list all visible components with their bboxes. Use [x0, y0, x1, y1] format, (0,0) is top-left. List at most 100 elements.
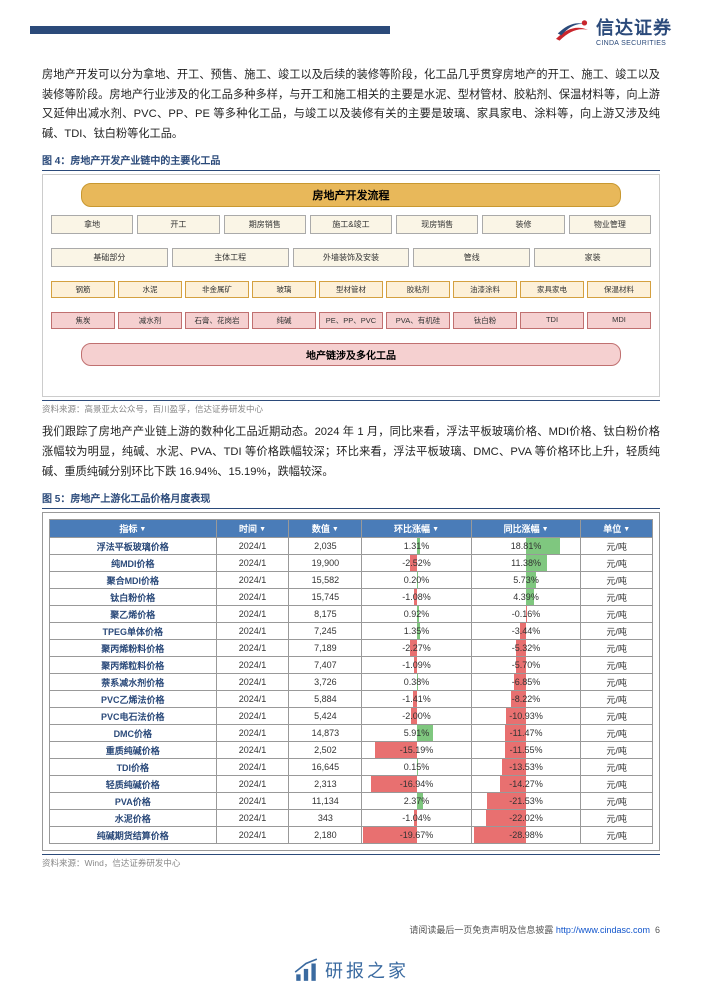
- table-cell: -5.70%: [471, 657, 581, 674]
- table-cell: -1.09%: [362, 657, 472, 674]
- footer-link[interactable]: http://www.cindasc.com: [556, 925, 650, 935]
- table-cell: DMC价格: [50, 725, 217, 742]
- flow-footer: 地产链涉及多化工品: [81, 343, 621, 366]
- table-cell: 5.91%: [362, 725, 472, 742]
- table-cell: 7,189: [289, 640, 362, 657]
- table-cell: -1.04%: [362, 810, 472, 827]
- flow-node: 非金属矿: [185, 281, 249, 298]
- table-cell: -8.22%: [471, 691, 581, 708]
- flow-row-1: 拿地开工期房销售施工&竣工现房销售装修物业管理: [51, 215, 651, 234]
- table-cell: 11,134: [289, 793, 362, 810]
- table-cell: 2024/1: [216, 606, 289, 623]
- table-cell: 15,582: [289, 572, 362, 589]
- table-cell: 2024/1: [216, 827, 289, 844]
- dropdown-icon[interactable]: ▼: [542, 526, 549, 533]
- table-cell: 元/吨: [581, 589, 653, 606]
- dropdown-icon[interactable]: ▼: [332, 526, 339, 533]
- table-row: 纯MDI价格2024/119,900-2.52%11.38%元/吨: [50, 555, 653, 572]
- dropdown-icon[interactable]: ▼: [623, 526, 630, 533]
- table-cell: -3.44%: [471, 623, 581, 640]
- table-cell: 元/吨: [581, 776, 653, 793]
- table-header[interactable]: 环比涨幅▼: [362, 520, 472, 538]
- table-cell: 元/吨: [581, 623, 653, 640]
- footer-text: 请阅读最后一页免责声明及信息披露: [409, 925, 556, 935]
- table-row: 纯碱期货结算价格2024/12,180-19.67%-28.98%元/吨: [50, 827, 653, 844]
- table-cell: 0.38%: [362, 674, 472, 691]
- flow-node: 钢筋: [51, 281, 115, 298]
- table-row: 水泥价格2024/1343-1.04%-22.02%元/吨: [50, 810, 653, 827]
- table-header[interactable]: 数值▼: [289, 520, 362, 538]
- table-cell: 2024/1: [216, 555, 289, 572]
- table-cell: 2024/1: [216, 776, 289, 793]
- table-cell: 元/吨: [581, 708, 653, 725]
- table-cell: -10.93%: [471, 708, 581, 725]
- table-cell: -15.19%: [362, 742, 472, 759]
- table-cell: 11.38%: [471, 555, 581, 572]
- table-cell: 15,745: [289, 589, 362, 606]
- dropdown-icon[interactable]: ▼: [259, 526, 266, 533]
- flow-node: 型材管材: [319, 281, 383, 298]
- cinda-swoosh-icon: [554, 14, 590, 46]
- table-cell: 5,884: [289, 691, 362, 708]
- table-cell: 聚合MDI价格: [50, 572, 217, 589]
- flow-node: 物业管理: [569, 215, 651, 234]
- table-cell: 2024/1: [216, 708, 289, 725]
- flow-node: 开工: [137, 215, 219, 234]
- brand-logo: 信达证券 CINDA SECURITIES: [554, 14, 672, 47]
- table-cell: 2,180: [289, 827, 362, 844]
- table-cell: 元/吨: [581, 538, 653, 555]
- table-cell: -1.41%: [362, 691, 472, 708]
- table-cell: 2024/1: [216, 538, 289, 555]
- flow-node: 管线: [413, 248, 530, 267]
- flow-header: 房地产开发流程: [81, 183, 621, 207]
- flow-node: 胶粘剂: [386, 281, 450, 298]
- table-cell: 元/吨: [581, 640, 653, 657]
- table-cell: 0.20%: [362, 572, 472, 589]
- table-cell: 7,407: [289, 657, 362, 674]
- table-cell: 2024/1: [216, 725, 289, 742]
- table-cell: 16,645: [289, 759, 362, 776]
- flow-node: 家具家电: [520, 281, 584, 298]
- flow-node: 基础部分: [51, 248, 168, 267]
- watermark: 研报之家: [0, 957, 702, 983]
- table-cell: 1.35%: [362, 623, 472, 640]
- table-cell: 元/吨: [581, 759, 653, 776]
- table-cell: 轻质纯碱价格: [50, 776, 217, 793]
- table-cell: -11.47%: [471, 725, 581, 742]
- table-cell: -2.52%: [362, 555, 472, 572]
- price-table: 指标▼时间▼数值▼环比涨幅▼同比涨幅▼单位▼ 浮法平板玻璃价格2024/12,0…: [49, 519, 653, 844]
- table-cell: 纯MDI价格: [50, 555, 217, 572]
- table-cell: -0.16%: [471, 606, 581, 623]
- flow-node: 施工&竣工: [310, 215, 392, 234]
- page-header: 信达证券 CINDA SECURITIES: [0, 0, 702, 60]
- table-cell: -21.53%: [471, 793, 581, 810]
- table-cell: 19,900: [289, 555, 362, 572]
- table-header[interactable]: 指标▼: [50, 520, 217, 538]
- dropdown-icon[interactable]: ▼: [139, 526, 146, 533]
- header-bar: [30, 26, 390, 34]
- table-cell: 7,245: [289, 623, 362, 640]
- table-header[interactable]: 同比涨幅▼: [471, 520, 581, 538]
- flow-node: 减水剂: [118, 312, 182, 329]
- page-footer: 请阅读最后一页免责声明及信息披露 http://www.cindasc.com …: [409, 923, 660, 936]
- flow-node: 焦炭: [51, 312, 115, 329]
- flow-node: 水泥: [118, 281, 182, 298]
- table-cell: 2,313: [289, 776, 362, 793]
- table-cell: 元/吨: [581, 827, 653, 844]
- table-header[interactable]: 单位▼: [581, 520, 653, 538]
- table-cell: -1.08%: [362, 589, 472, 606]
- watermark-icon: [293, 957, 319, 983]
- table-cell: 2024/1: [216, 691, 289, 708]
- table-cell: 元/吨: [581, 725, 653, 742]
- flow-row-2: 基础部分主体工程外墙装饰及安装管线家装: [51, 248, 651, 267]
- table-cell: -19.67%: [362, 827, 472, 844]
- table-row: 聚合MDI价格2024/115,5820.20%5.73%元/吨: [50, 572, 653, 589]
- table-cell: TDI价格: [50, 759, 217, 776]
- dropdown-icon[interactable]: ▼: [432, 526, 439, 533]
- paragraph-1: 房地产开发可以分为拿地、开工、预售、施工、竣工以及后续的装修等阶段，化工品几乎贯…: [42, 66, 660, 144]
- table-row: 聚丙烯粉料价格2024/17,189-2.27%-5.32%元/吨: [50, 640, 653, 657]
- table-cell: 0.15%: [362, 759, 472, 776]
- figure4-title: 图 4：房地产开发产业链中的主要化工品: [42, 152, 660, 171]
- table-header[interactable]: 时间▼: [216, 520, 289, 538]
- table-cell: 元/吨: [581, 742, 653, 759]
